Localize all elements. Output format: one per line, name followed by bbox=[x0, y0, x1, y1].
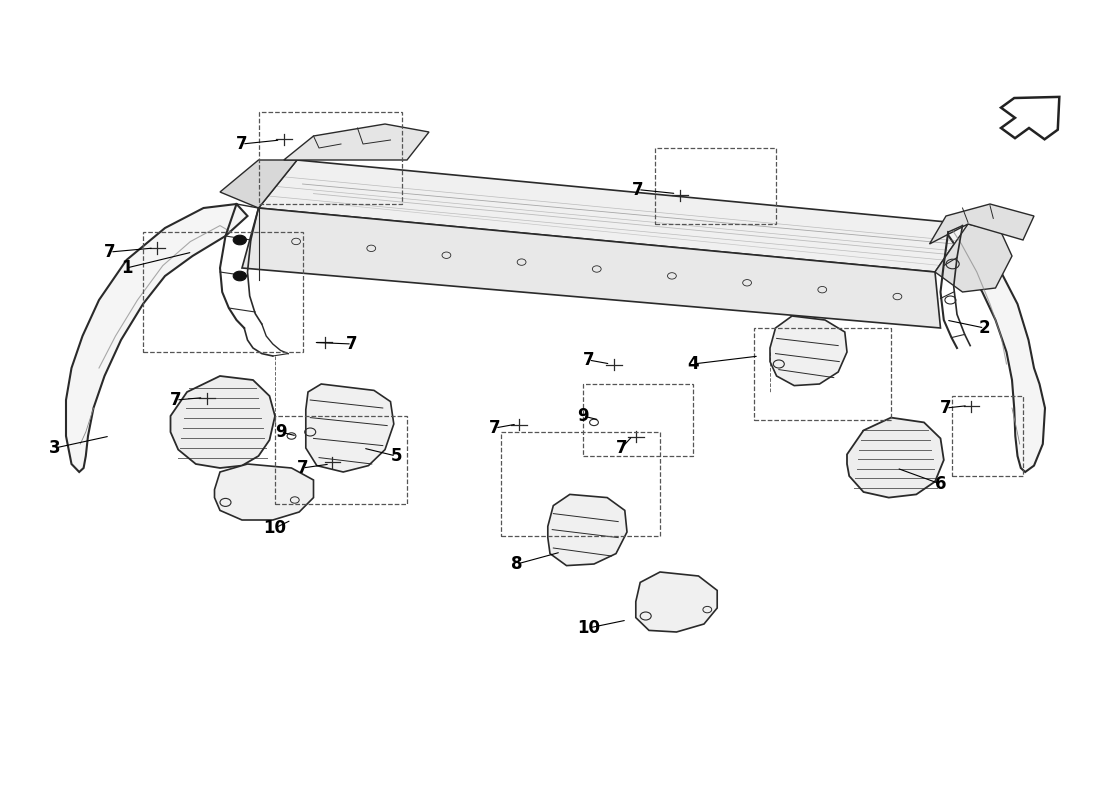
Text: 10: 10 bbox=[264, 519, 286, 537]
Polygon shape bbox=[636, 572, 717, 632]
Bar bbox=[754, 328, 891, 420]
Polygon shape bbox=[930, 204, 1034, 244]
Polygon shape bbox=[935, 224, 1012, 292]
Bar bbox=[143, 232, 302, 352]
Text: 9: 9 bbox=[578, 407, 588, 425]
Text: 7: 7 bbox=[170, 391, 182, 409]
Text: 1: 1 bbox=[121, 259, 132, 277]
Text: 7: 7 bbox=[583, 351, 594, 369]
Bar bbox=[583, 384, 693, 456]
Polygon shape bbox=[284, 124, 429, 160]
Polygon shape bbox=[258, 160, 968, 272]
Bar bbox=[275, 416, 407, 504]
Bar bbox=[952, 396, 1023, 476]
Polygon shape bbox=[770, 316, 847, 386]
Bar bbox=[654, 148, 776, 224]
Text: 5: 5 bbox=[390, 447, 402, 465]
Bar bbox=[500, 432, 660, 536]
Polygon shape bbox=[548, 494, 627, 566]
Bar bbox=[258, 112, 402, 204]
Circle shape bbox=[233, 235, 246, 245]
Text: 7: 7 bbox=[632, 181, 644, 198]
Text: 3: 3 bbox=[50, 439, 60, 457]
Text: 7: 7 bbox=[104, 243, 116, 261]
Text: 7: 7 bbox=[346, 335, 358, 353]
Polygon shape bbox=[66, 204, 248, 472]
Text: 6: 6 bbox=[935, 475, 946, 493]
Text: 8: 8 bbox=[512, 555, 522, 573]
Text: 9: 9 bbox=[275, 423, 286, 441]
Text: 7: 7 bbox=[236, 135, 248, 153]
Text: 2: 2 bbox=[979, 319, 990, 337]
Polygon shape bbox=[242, 208, 940, 328]
Polygon shape bbox=[214, 464, 314, 520]
Text: 7: 7 bbox=[940, 399, 952, 417]
Text: 7: 7 bbox=[490, 419, 500, 437]
Polygon shape bbox=[1001, 97, 1059, 139]
Polygon shape bbox=[220, 160, 297, 208]
Polygon shape bbox=[946, 222, 1045, 472]
Polygon shape bbox=[170, 376, 275, 468]
Text: 4: 4 bbox=[688, 355, 698, 373]
Circle shape bbox=[233, 271, 246, 281]
Text: 10: 10 bbox=[578, 619, 600, 637]
Text: 7: 7 bbox=[297, 459, 308, 477]
Polygon shape bbox=[847, 418, 944, 498]
Text: 7: 7 bbox=[616, 439, 627, 457]
Polygon shape bbox=[306, 384, 394, 472]
